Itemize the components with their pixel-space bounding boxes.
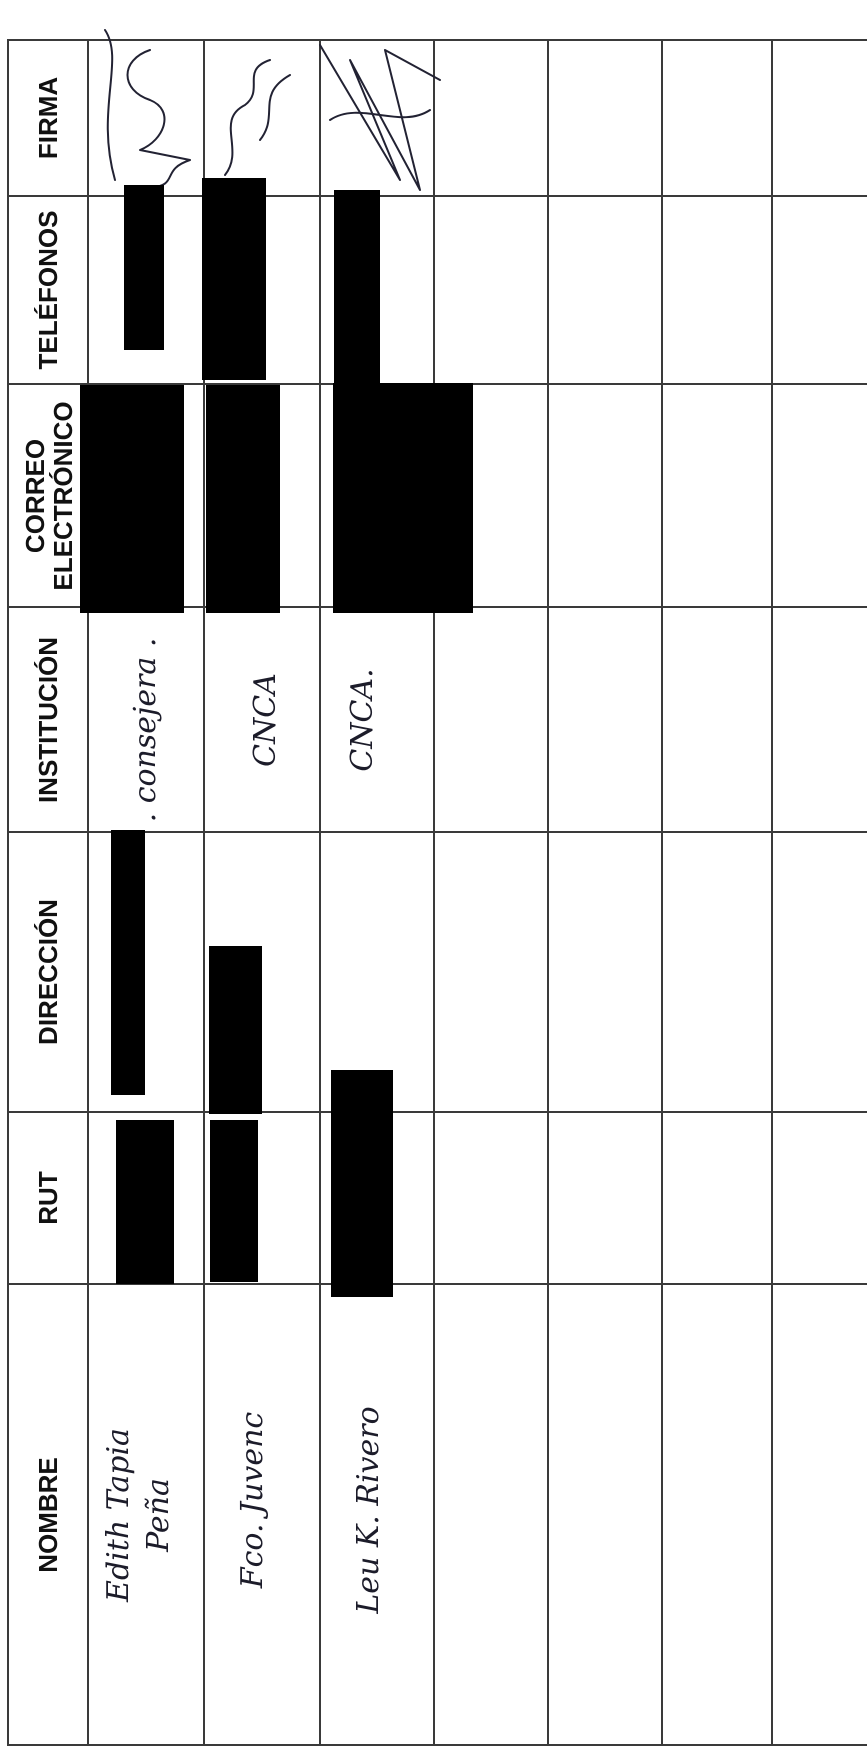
redaction-block (80, 385, 184, 613)
redaction-block (210, 1120, 258, 1282)
header-rut: RUT (33, 1171, 63, 1225)
header-direccion: DIRECCIÓN (33, 899, 63, 1045)
header-institucion: INSTITUCIÓN (33, 637, 63, 803)
redaction-block (334, 190, 380, 385)
redaction-block (124, 185, 164, 350)
row1-nombre-line1: Edith Tapia (101, 1428, 136, 1603)
redaction-block (202, 178, 266, 380)
table-border (7, 39, 867, 1746)
redaction-block (116, 1120, 174, 1284)
row3-nombre: Leu K. Rivero (351, 1406, 386, 1614)
redaction-block (333, 383, 473, 613)
row2-institucion: CNCA (248, 673, 283, 767)
row1-signature (104, 29, 191, 189)
header-telefonos: TELÉFONOS (33, 211, 63, 370)
header-correo-line1: CORREO (20, 439, 50, 553)
redaction-block (331, 1070, 393, 1297)
header-nombre: NOMBRE (33, 1457, 63, 1573)
header-firma: FIRMA (33, 77, 63, 160)
redaction-block (206, 385, 280, 613)
redaction-block (209, 946, 262, 1114)
row2-nombre: Fco. Juvenc (235, 1412, 270, 1590)
row3-signature (319, 44, 441, 191)
redaction-block (111, 830, 145, 1095)
row2-signature (224, 59, 291, 176)
row3-institucion: CNCA. (345, 668, 380, 771)
row1-institucion: . consejera . (128, 638, 163, 823)
row1-nombre-line2: Peña (141, 1478, 176, 1553)
header-correo-line2: ELECTRÓNICO (48, 401, 78, 590)
